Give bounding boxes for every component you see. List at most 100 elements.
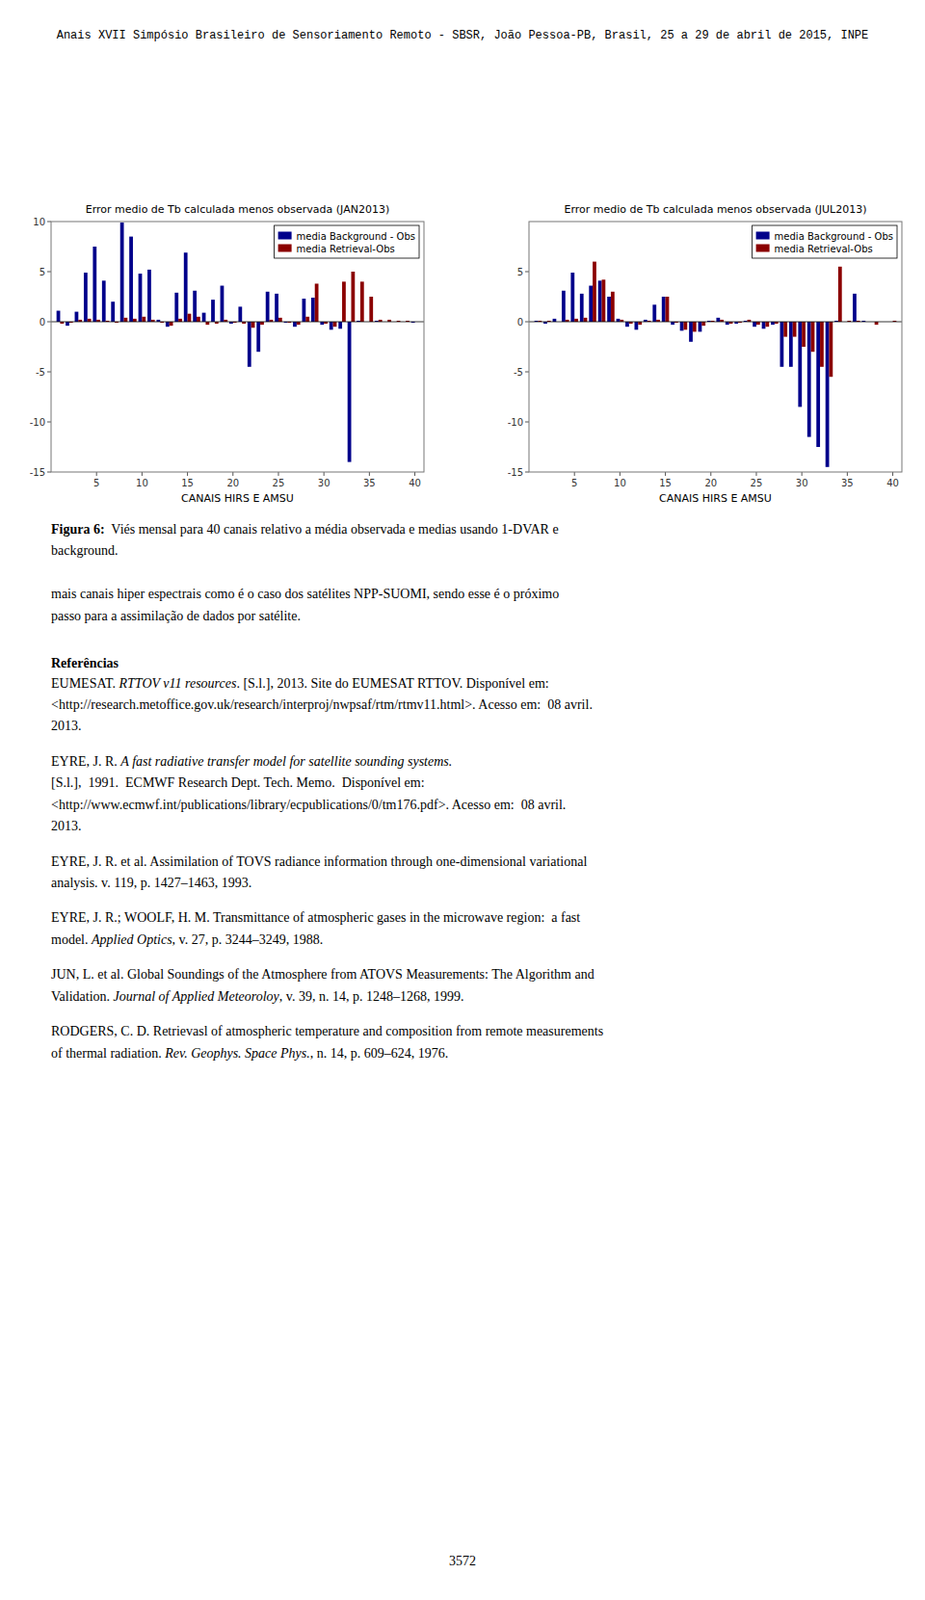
bar (274, 293, 279, 322)
bar (580, 293, 584, 322)
legend-swatch (278, 244, 292, 253)
bar (607, 296, 611, 322)
bar (692, 321, 697, 332)
bar (296, 321, 301, 325)
x-tick-label: 10 (135, 477, 149, 489)
text-line: EUMESAT. RTTOV v11 resources. [S.l.], 20… (51, 675, 550, 693)
bar (570, 272, 575, 322)
chart: Error medio de Tb calculada menos observ… (507, 203, 902, 505)
text-run: , v. 27, p. 3244–3249, 1988. (172, 932, 324, 948)
text-line: 2013. (51, 717, 82, 736)
y-tick (525, 472, 529, 474)
bar (92, 246, 97, 322)
bar (147, 269, 152, 322)
bar (616, 318, 621, 322)
plot-frame (51, 221, 424, 473)
bar (220, 286, 225, 322)
y-tick-label: -5 (35, 367, 46, 378)
bar (561, 290, 566, 322)
text-run: EYRE, J. R. et al. Assimilation of TOVS … (51, 854, 587, 870)
bar (110, 301, 115, 322)
bar (333, 321, 338, 327)
x-tick (186, 472, 188, 476)
text-line: EYRE, J. R.; WOOLF, H. M. Transmittance … (51, 909, 581, 927)
bar (661, 296, 666, 322)
bar (56, 311, 61, 322)
bar (770, 321, 775, 325)
text-run: passo para a assimilação de dados por sa… (51, 608, 301, 624)
legend-entry: media Retrieval-Obs (296, 243, 396, 255)
y-tick (47, 422, 52, 423)
legend-swatch (756, 232, 770, 240)
x-tick-label: 15 (659, 477, 672, 489)
text-line: EYRE, J. R. A fast radiative transfer mo… (51, 753, 452, 771)
text-run: Validation. (51, 989, 114, 1005)
bar (756, 321, 761, 325)
y-tick-label: 0 (517, 317, 524, 328)
bar (338, 321, 343, 329)
bar (315, 283, 319, 322)
x-tick-label: 5 (571, 477, 578, 489)
bar (553, 318, 557, 322)
bar (311, 297, 316, 322)
bar (360, 281, 365, 322)
x-tick-label: 15 (181, 477, 194, 489)
bar (825, 321, 830, 468)
text-run: Rev. Geophys. Space Phys. (164, 1046, 311, 1061)
x-tick-label: 40 (408, 477, 422, 489)
bar (192, 290, 197, 322)
text-line: analysis. v. 119, p. 1427–1463, 1993. (51, 874, 252, 893)
text-run: EYRE, J. R.; WOOLF, H. M. Transmittance … (51, 910, 581, 925)
x-tick-label: 35 (841, 477, 854, 489)
y-tick (47, 271, 52, 273)
bar (87, 318, 92, 322)
text-line: <http://research.metoffice.gov.uk/resear… (51, 696, 593, 714)
bar (205, 321, 210, 325)
bar (762, 321, 767, 329)
bar (141, 317, 146, 322)
text-line: of thermal radiation. Rev. Geophys. Spac… (51, 1045, 449, 1063)
y-tick (525, 321, 529, 323)
bar (792, 321, 797, 338)
x-tick (277, 472, 279, 476)
bar (816, 321, 820, 448)
bar (765, 321, 769, 327)
references-title: Referências (51, 655, 119, 673)
x-tick-label: 20 (226, 477, 239, 489)
text-run: RTTOV v11 resources (119, 676, 238, 691)
bar (574, 318, 579, 322)
zero-line (51, 321, 424, 323)
bar (265, 291, 270, 322)
legend-box (752, 225, 898, 259)
bar (251, 321, 256, 328)
bar (178, 318, 183, 322)
bar (305, 317, 310, 322)
bar (610, 291, 615, 322)
y-tick (525, 422, 529, 423)
bar (319, 321, 324, 325)
chart-title: Error medio de Tb calculada menos observ… (564, 203, 868, 216)
bar (350, 271, 355, 322)
x-tick (801, 472, 803, 476)
text-line: Validation. Journal of Applied Meteorolo… (51, 988, 464, 1006)
bar (625, 321, 630, 327)
y-tick (47, 472, 52, 474)
text-run: of thermal radiation. (51, 1046, 165, 1061)
bar (780, 321, 785, 368)
bar (783, 321, 788, 338)
bar (602, 279, 607, 322)
bar (634, 321, 638, 330)
bar (278, 317, 283, 322)
bar (202, 313, 207, 322)
y-tick (47, 321, 52, 323)
bar (292, 321, 297, 327)
text-run: Figura 6: (51, 522, 106, 537)
bar (302, 298, 307, 322)
x-tick-label: 20 (704, 477, 717, 489)
text-run: [S.l.], 1991. ECMWF Research Dept. Tech.… (51, 775, 425, 791)
text-run: Journal of Applied Meteoroloy (113, 989, 280, 1005)
text-line: 2013. (51, 818, 82, 836)
text-run: A fast radiative transfer model for sate… (120, 754, 452, 769)
y-tick (525, 271, 529, 273)
bar (75, 312, 80, 322)
